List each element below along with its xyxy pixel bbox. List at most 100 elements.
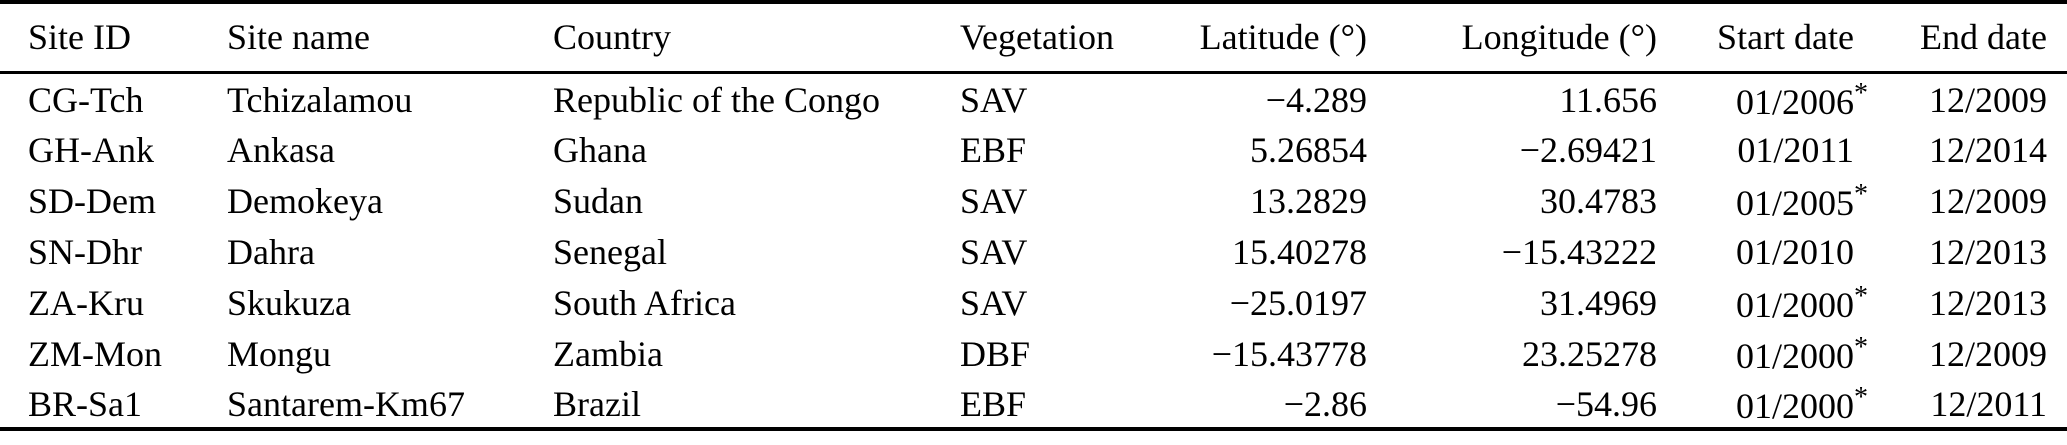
cell-value: SAV <box>960 181 1028 221</box>
cell-end_date: 12/2014 <box>1872 123 2067 174</box>
cell-longitude: −54.96 <box>1367 378 1657 429</box>
cell-value: 30.4783 <box>1540 181 1657 221</box>
cell-vegetation: EBF <box>960 123 1178 174</box>
footnote-asterisk: * <box>1854 77 1869 109</box>
cell-value: ZA-Kru <box>28 283 144 323</box>
cell-value: 01/2000 <box>1735 284 1854 325</box>
cell-site_id: ZM-Mon <box>0 327 227 378</box>
column-header-latitude: Latitude (°) <box>1178 2 1367 72</box>
cell-value: SN-Dhr <box>28 232 142 272</box>
cell-value: DBF <box>960 334 1031 374</box>
table-row: BR-Sa1 Santarem-Km67 Brazil EBF −2.86 −54.96 0… <box>0 378 2067 429</box>
cell-end_date: 12/2009 <box>1872 72 2067 123</box>
cell-value: Zambia <box>553 334 663 374</box>
cell-vegetation: SAV <box>960 225 1178 276</box>
cell-value: 12/2009 <box>1928 181 2047 221</box>
cell-value: Brazil <box>553 384 641 424</box>
cell-value: −54.96 <box>1555 384 1657 424</box>
cell-value: 13.2829 <box>1250 181 1367 221</box>
cell-site_id: SN-Dhr <box>0 225 227 276</box>
cell-country: Zambia <box>553 327 960 378</box>
cell-latitude: 13.2829 <box>1178 174 1367 225</box>
cell-country: Senegal <box>553 225 960 276</box>
cell-site_name: Skukuza <box>227 276 553 327</box>
cell-end_date: 12/2013 <box>1872 276 2067 327</box>
cell-value: SAV <box>960 283 1028 323</box>
cell-value: Ankasa <box>227 130 335 170</box>
column-header-label: Country <box>553 17 672 58</box>
cell-value: Demokeya <box>227 181 383 221</box>
cell-site_id: CG-Tch <box>0 72 227 123</box>
table-body: CG-Tch Tchizalamou Republic of the Congo SA… <box>0 72 2067 429</box>
cell-start_date: 01/2011 <box>1657 123 1872 174</box>
footnote-asterisk: * <box>1854 281 1869 313</box>
cell-value: 31.4969 <box>1540 283 1657 323</box>
cell-start_date: 01/2000* <box>1657 327 1872 378</box>
column-header-label: Vegetation <box>960 17 1114 58</box>
cell-longitude: 11.656 <box>1367 72 1657 123</box>
cell-longitude: 31.4969 <box>1367 276 1657 327</box>
cell-end_date: 12/2013 <box>1872 225 2067 276</box>
cell-country: Sudan <box>553 174 960 225</box>
column-header-country: Country <box>553 2 960 72</box>
cell-value: 12/2009 <box>1928 334 2047 374</box>
table-row: ZM-Mon Mongu Zambia DBF −15.43778 23.25278 01/… <box>0 327 2067 378</box>
cell-site_name: Dahra <box>227 225 553 276</box>
cell-value: SD-Dem <box>28 181 156 221</box>
table-row: SN-Dhr Dahra Senegal SAV 15.40278 −15.43222 01… <box>0 225 2067 276</box>
cell-value: −2.86 <box>1283 384 1367 424</box>
cell-country: South Africa <box>553 276 960 327</box>
footnote-asterisk: * <box>1854 332 1869 364</box>
cell-value: Skukuza <box>227 283 351 323</box>
table-row: SD-Dem Demokeya Sudan SAV 13.2829 30.4783 01/2… <box>0 174 2067 225</box>
cell-end_date: 12/2009 <box>1872 327 2067 378</box>
column-header-label: Longitude (°) <box>1461 17 1657 58</box>
cell-country: Republic of the Congo <box>553 72 960 123</box>
table-row: CG-Tch Tchizalamou Republic of the Congo SA… <box>0 72 2067 123</box>
cell-value: 5.26854 <box>1250 130 1367 170</box>
footnote-asterisk: * <box>1854 382 1869 414</box>
cell-value: South Africa <box>553 283 736 323</box>
cell-value: GH-Ank <box>28 130 154 170</box>
cell-latitude: −25.0197 <box>1178 276 1367 327</box>
cell-end_date: 12/2009 <box>1872 174 2067 225</box>
column-header-label: Site name <box>227 17 370 58</box>
cell-value: 12/2013 <box>1928 283 2047 323</box>
cell-site_id: SD-Dem <box>0 174 227 225</box>
cell-site_id: ZA-Kru <box>0 276 227 327</box>
cell-value: 01/2000 <box>1735 385 1854 426</box>
column-header-label: Latitude (°) <box>1199 17 1367 58</box>
cell-latitude: 5.26854 <box>1178 123 1367 174</box>
column-header-end_date: End date <box>1872 2 2067 72</box>
cell-value: −15.43778 <box>1211 334 1367 374</box>
cell-value: Tchizalamou <box>227 79 413 120</box>
cell-value: 01/2011 <box>1737 130 1854 170</box>
cell-value: 01/2006 <box>1735 81 1854 122</box>
cell-site_name: Mongu <box>227 327 553 378</box>
table-header: Site ID Site name Country Vegetation Latitud… <box>0 2 2067 72</box>
cell-start_date: 01/2006* <box>1657 72 1872 123</box>
cell-value: −25.0197 <box>1229 283 1367 323</box>
cell-latitude: −4.289 <box>1178 72 1367 123</box>
cell-value: −4.289 <box>1265 79 1367 120</box>
cell-longitude: 30.4783 <box>1367 174 1657 225</box>
cell-value: 12/2009 <box>1928 79 2047 120</box>
cell-value: 01/2005 <box>1735 182 1854 223</box>
column-header-label: End date <box>1920 17 2047 58</box>
cell-value: EBF <box>960 130 1027 170</box>
cell-start_date: 01/2005* <box>1657 174 1872 225</box>
cell-vegetation: EBF <box>960 378 1178 429</box>
footnote-asterisk: * <box>1854 179 1869 211</box>
cell-vegetation: SAV <box>960 276 1178 327</box>
cell-value: Mongu <box>227 334 332 374</box>
cell-country: Ghana <box>553 123 960 174</box>
cell-vegetation: SAV <box>960 72 1178 123</box>
cell-value: CG-Tch <box>28 79 144 120</box>
cell-value: 23.25278 <box>1522 334 1657 374</box>
cell-site_name: Demokeya <box>227 174 553 225</box>
cell-start_date: 01/2010 <box>1657 225 1872 276</box>
cell-value: −2.69421 <box>1519 130 1657 170</box>
cell-site_name: Santarem-Km67 <box>227 378 553 429</box>
column-header-label: Start date <box>1717 17 1854 58</box>
